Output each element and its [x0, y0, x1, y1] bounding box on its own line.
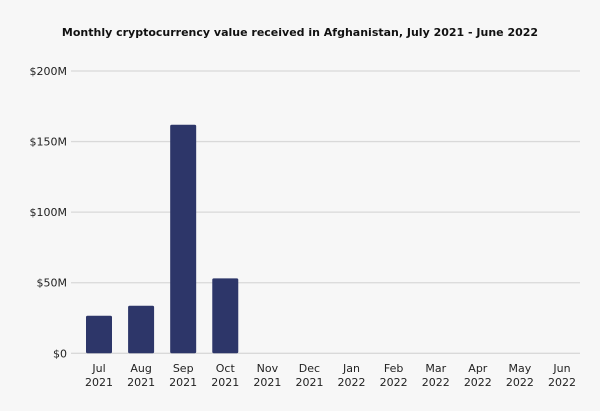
y-tick-label: $150M — [30, 136, 68, 149]
x-tick-label: Sep 2021 — [169, 362, 197, 389]
x-tick-label: Jan 2022 — [338, 362, 366, 389]
chart-title: Monthly cryptocurrency value received in… — [61, 26, 539, 39]
y-tick-label: $200M — [30, 65, 68, 78]
x-tick-label: Mar 2022 — [422, 362, 450, 389]
x-tick-label: Apr 2022 — [464, 362, 492, 389]
x-tick-label: Aug 2021 — [127, 362, 155, 389]
x-tick-label: Jun 2022 — [548, 362, 576, 389]
x-tick-label: Dec 2021 — [295, 362, 323, 389]
x-tick-label: Oct 2021 — [211, 362, 239, 389]
y-tick-label: $50M — [37, 277, 68, 290]
x-tick-label: Feb 2022 — [380, 362, 408, 389]
x-tick-label: Nov 2021 — [253, 362, 281, 389]
bar — [86, 315, 112, 354]
y-tick-label: $100M — [30, 206, 68, 219]
bar — [170, 124, 197, 354]
bar — [212, 278, 239, 354]
x-tick-label: May 2022 — [506, 362, 534, 389]
y-tick-label: $0 — [53, 347, 67, 360]
x-tick-label: Jul 2021 — [85, 362, 113, 389]
bar — [128, 305, 155, 354]
